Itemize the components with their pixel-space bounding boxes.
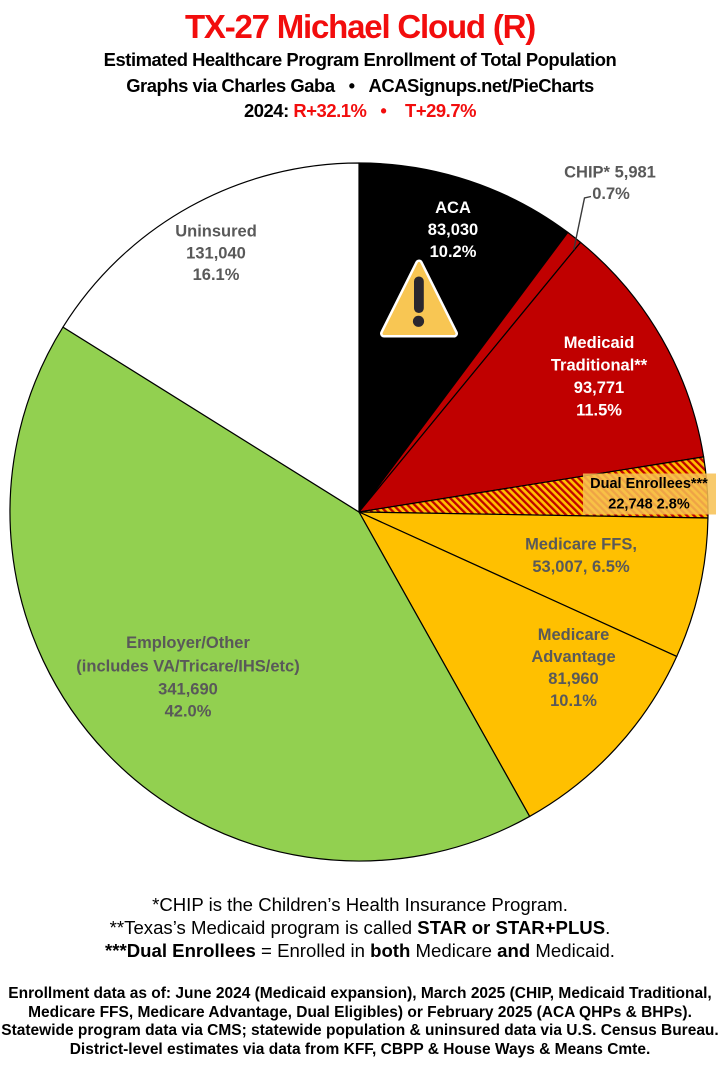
svg-text:Dual Enrollees***: Dual Enrollees***	[590, 476, 708, 492]
svg-text:ACA: ACA	[435, 199, 471, 217]
svg-text:10.1%: 10.1%	[550, 692, 597, 710]
svg-text:(includes VA/Tricare/IHS/etc): (includes VA/Tricare/IHS/etc)	[76, 658, 299, 676]
svg-text:Medicare FFS,: Medicare FFS,	[525, 536, 637, 554]
svg-text:341,690: 341,690	[158, 681, 218, 699]
svg-text:16.1%: 16.1%	[193, 266, 240, 284]
svg-text:53,007, 6.5%: 53,007, 6.5%	[532, 558, 630, 576]
svg-text:Medicare: Medicare	[538, 626, 610, 644]
svg-text:Medicaid: Medicaid	[564, 334, 635, 352]
svg-text:93,771: 93,771	[574, 379, 624, 397]
svg-text:11.5%: 11.5%	[576, 402, 622, 420]
svg-text:81,960: 81,960	[548, 670, 598, 688]
svg-text:Employer/Other: Employer/Other	[126, 634, 250, 652]
svg-text:42.0%: 42.0%	[165, 703, 212, 721]
svg-text:83,030: 83,030	[428, 221, 478, 239]
svg-text:10.2%: 10.2%	[430, 243, 477, 261]
svg-text:131,040: 131,040	[186, 245, 246, 263]
svg-text:Advantage: Advantage	[531, 648, 615, 666]
svg-text:CHIP* 5,981: CHIP* 5,981	[564, 164, 656, 182]
svg-text:22,748 2.8%: 22,748 2.8%	[608, 497, 690, 513]
svg-text:Traditional**: Traditional**	[551, 357, 648, 375]
svg-text:0.7%: 0.7%	[592, 185, 630, 203]
svg-text:Uninsured: Uninsured	[175, 223, 257, 241]
